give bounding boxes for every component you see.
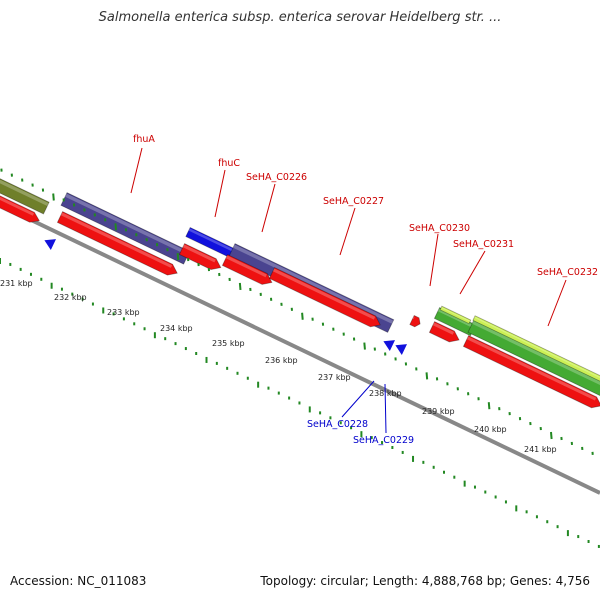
gene-block-lightgreen-small[interactable] <box>439 305 472 325</box>
leader-line-SeHA_C0232 <box>547 279 567 327</box>
kbp-tick-label: 237 kbp <box>318 373 351 382</box>
upper-tick <box>550 431 553 440</box>
cds-arrow-1[interactable] <box>0 194 42 226</box>
gene-block-olive-highlight <box>0 178 49 207</box>
leader-line-SeHA_C0229 <box>384 383 387 434</box>
gene-label-SeHA_C0231[interactable]: SeHA_C0231 <box>453 239 514 250</box>
upper-tick <box>425 372 429 380</box>
kbp-tick-label: 233 kbp <box>107 308 140 317</box>
gene-label-SeHA_C0232[interactable]: SeHA_C0232 <box>537 267 598 278</box>
gene-block-lightgreen[interactable] <box>472 315 600 386</box>
gene-block-green-2-highlight <box>472 320 600 393</box>
cds-arrow-7[interactable] <box>428 321 461 346</box>
cds-arrow-5-shape <box>268 267 381 328</box>
gene-label-fhuC[interactable]: fhuC <box>218 158 240 169</box>
cds-arrow-7-shape <box>428 321 460 343</box>
accession-text: Accession: NC_011083 <box>10 574 147 588</box>
gene-label-fhuA[interactable]: fhuA <box>133 134 155 145</box>
cds-arrow-5[interactable] <box>268 267 382 331</box>
upper-tick <box>238 282 242 291</box>
gene-label-SeHA_C0228[interactable]: SeHA_C0228 <box>307 419 368 430</box>
cds-arrow-3-highlight <box>182 244 216 263</box>
cds-arrow-6[interactable] <box>409 314 422 328</box>
reverse-gene-marker-1[interactable] <box>42 235 57 251</box>
cds-arrow-4-shape <box>221 254 273 285</box>
upper-tick <box>114 223 118 231</box>
kbp-tick-label: 239 kbp <box>422 407 455 416</box>
upper-tick <box>363 342 366 350</box>
upper-tick <box>176 253 180 261</box>
gene-block-olive-shape <box>0 176 50 215</box>
cds-arrow-8-highlight <box>466 336 597 401</box>
leader-line-SeHA_C0227 <box>339 207 356 256</box>
leader-line-SeHA_C0228 <box>341 380 375 418</box>
kbp-tick-label: 232 kbp <box>54 293 87 302</box>
cds-arrow-1-shape <box>0 194 40 223</box>
upper-tick <box>301 312 304 320</box>
gene-block-lightgreen-small-shape <box>439 305 472 325</box>
gene-label-SeHA_C0227[interactable]: SeHA_C0227 <box>323 196 384 207</box>
map-title: Salmonella enterica subsp. enterica sero… <box>98 10 502 25</box>
reverse-gene-marker-2[interactable] <box>381 336 396 352</box>
cds-arrow-2-highlight <box>60 212 173 268</box>
cds-arrow-4-highlight <box>225 255 267 278</box>
upper-tick <box>52 193 55 201</box>
gene-block-olive[interactable] <box>0 176 50 215</box>
topology-text: Topology: circular; Length: 4,888,768 bp… <box>260 574 590 588</box>
cds-arrow-6-shape <box>409 314 421 328</box>
reverse-gene-marker-3[interactable] <box>393 340 408 356</box>
leader-line-SeHA_C0230 <box>429 233 439 287</box>
leader-line-fhuC <box>214 169 226 218</box>
cds-arrow-4[interactable] <box>221 254 274 288</box>
cds-arrow-2[interactable] <box>56 211 179 279</box>
cds-arrow-5-highlight <box>272 268 376 320</box>
upper-tick <box>487 402 491 410</box>
kbp-tick-label: 236 kbp <box>265 356 298 365</box>
gene-block-lightgreen-small-highlight <box>441 307 471 322</box>
gene-block-lightgreen-shape <box>472 315 600 386</box>
leader-line-SeHA_C0231 <box>459 250 486 295</box>
reverse-gene-marker-3-shape <box>395 344 408 356</box>
kbp-tick-label: 241 kbp <box>524 445 557 454</box>
gene-block-fhuC-blue-highlight <box>188 228 234 252</box>
gene-label-SeHA_C0226[interactable]: SeHA_C0226 <box>246 172 307 183</box>
cds-arrow-3[interactable] <box>178 243 223 273</box>
kbp-tick-label: 231 kbp <box>0 279 33 288</box>
kbp-tick-label: 234 kbp <box>160 324 193 333</box>
cds-arrow-6-highlight <box>412 316 415 320</box>
gene-block-fhuA-highlight <box>65 193 190 256</box>
cds-arrow-8-shape <box>462 335 600 409</box>
cds-arrow-8[interactable] <box>462 335 600 412</box>
genome-backbone <box>0 203 600 495</box>
gene-label-SeHA_C0229[interactable]: SeHA_C0229 <box>353 435 414 446</box>
gene-block-lightgreen-highlight <box>474 316 600 383</box>
gene-block-green-1-highlight <box>437 308 476 329</box>
gene-block-purple-2-highlight <box>233 244 394 324</box>
cds-arrow-2-shape <box>56 211 178 276</box>
reverse-gene-marker-1-shape <box>44 239 57 251</box>
leader-line-fhuA <box>130 147 143 194</box>
gene-label-SeHA_C0230[interactable]: SeHA_C0230 <box>409 223 470 234</box>
leader-line-SeHA_C0226 <box>261 183 276 233</box>
cds-arrow-7-highlight <box>432 322 455 335</box>
cds-arrow-1-highlight <box>0 195 35 216</box>
kbp-tick-label: 240 kbp <box>474 425 507 434</box>
reverse-gene-marker-2-shape <box>383 340 396 352</box>
kbp-tick-label: 235 kbp <box>212 339 245 348</box>
cds-arrow-3-shape <box>178 243 222 270</box>
